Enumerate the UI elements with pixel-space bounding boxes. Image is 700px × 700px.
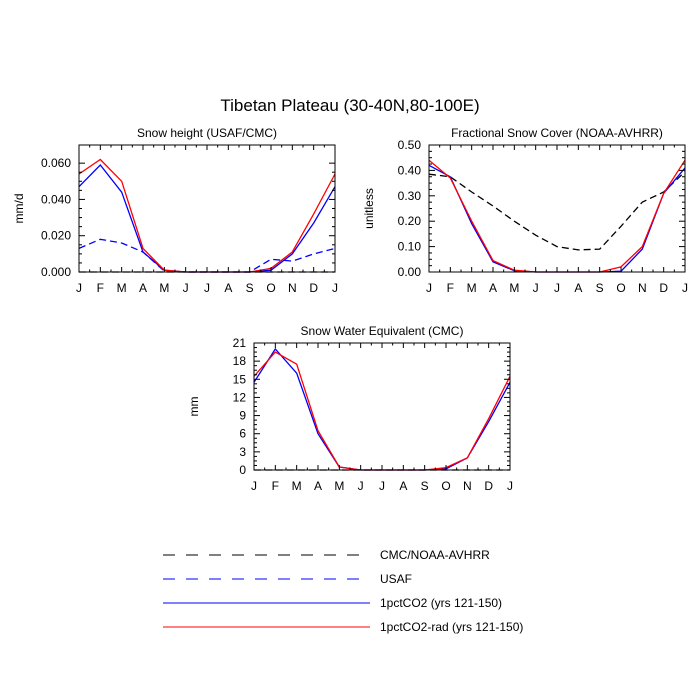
x-tick-label: J	[379, 479, 385, 493]
y-axis-label: mm/d	[12, 194, 26, 224]
x-tick-label: J	[358, 479, 364, 493]
y-tick-label: 15	[233, 372, 247, 386]
y-axis-label: unitless	[362, 188, 376, 229]
plot-frame	[78, 144, 336, 273]
x-tick-label: N	[463, 479, 472, 493]
x-tick-label: N	[638, 281, 647, 295]
x-tick-label: A	[399, 479, 407, 493]
y-tick-label: 0	[239, 463, 246, 477]
x-tick-label: J	[204, 281, 210, 295]
figure-title: Tibetan Plateau (30-40N,80-100E)	[220, 96, 479, 115]
legend-label-1pctco2-yrs-121-150: 1pctCO2 (yrs 121-150)	[380, 596, 502, 610]
x-tick-label: J	[533, 281, 539, 295]
x-tick-label: M	[117, 281, 127, 295]
series-line-usaf	[78, 238, 336, 273]
y-axis-label: mm	[187, 397, 201, 417]
x-tick-label: M	[292, 479, 302, 493]
y-tick-label: 0.060	[41, 156, 71, 170]
panel-title: Snow height (USAF/CMC)	[137, 126, 277, 140]
x-tick-label: M	[159, 281, 169, 295]
x-tick-label: A	[574, 281, 582, 295]
legend-label-cmc-noaa-avhrr: CMC/NOAA-AVHRR	[380, 548, 490, 562]
x-tick-label: J	[507, 479, 513, 493]
legend-label-usaf: USAF	[380, 572, 412, 586]
x-tick-label: A	[314, 479, 322, 493]
y-tick-label: 0.10	[398, 240, 422, 254]
x-tick-label: J	[251, 479, 257, 493]
legend-label-1pctco2-rad-yrs-121-150: 1pctCO2-rad (yrs 121-150)	[380, 620, 523, 634]
y-tick-label: 0.020	[41, 229, 71, 243]
x-tick-label: F	[97, 281, 104, 295]
x-tick-label: J	[554, 281, 560, 295]
x-tick-label: J	[332, 281, 338, 295]
x-tick-label: A	[224, 281, 232, 295]
x-tick-label: O	[616, 281, 625, 295]
x-tick-label: S	[596, 281, 604, 295]
y-tick-label: 6	[239, 427, 246, 441]
y-tick-label: 0.40	[398, 163, 422, 177]
x-tick-label: O	[266, 281, 275, 295]
plot-frame	[428, 144, 686, 273]
y-tick-label: 21	[233, 336, 247, 350]
legend: CMC/NOAA-AVHRR USAF 1pctCO2 (yrs 121-150) 1…	[163, 548, 523, 634]
y-tick-label: 18	[233, 354, 247, 368]
x-tick-label: S	[246, 281, 254, 295]
y-tick-label: 12	[233, 390, 247, 404]
panel-title: Fractional Snow Cover (NOAA-AVHRR)	[451, 126, 663, 140]
x-tick-label: D	[659, 281, 668, 295]
y-tick-label: 0.040	[41, 192, 71, 206]
y-tick-label: 0.20	[398, 214, 422, 228]
x-tick-label: O	[441, 479, 450, 493]
y-tick-label: 0.50	[398, 138, 422, 152]
x-tick-label: A	[139, 281, 147, 295]
series-line-1pctco2-rad-yrs-121-150	[428, 159, 686, 273]
y-tick-label: 0.00	[398, 265, 422, 279]
y-tick-label: 3	[239, 445, 246, 459]
series-line-cmc-noaa-avhrr	[428, 171, 686, 251]
x-tick-label: J	[183, 281, 189, 295]
x-tick-label: S	[421, 479, 429, 493]
x-tick-label: D	[484, 479, 493, 493]
panel-snow-water-equivalent: Snow Water Equivalent (CMC)mmJ F M A M J J A S O N…	[187, 324, 513, 493]
x-tick-label: F	[447, 281, 454, 295]
x-tick-label: J	[426, 281, 432, 295]
x-tick-label: F	[272, 479, 279, 493]
y-tick-label: 0.000	[41, 265, 71, 279]
series-line-1pctco2-rad-yrs-121-150	[253, 351, 511, 471]
x-tick-label: M	[467, 281, 477, 295]
series-line-1pctco2-yrs-121-150	[253, 347, 511, 471]
y-tick-label: 9	[239, 409, 246, 423]
panel-snow-height: Snow height (USAF/CMC)mm/dJ F M A M J J A S O N D J0…	[12, 126, 338, 295]
series-line-1pctco2-yrs-121-150	[78, 164, 336, 273]
x-tick-label: M	[334, 479, 344, 493]
x-tick-label: A	[489, 281, 497, 295]
x-tick-label: D	[309, 281, 318, 295]
panel-fractional-snow-cover: Fractional Snow Cover (NOAA-AVHRR) unitle…	[362, 126, 688, 295]
series-line-1pctco2-rad-yrs-121-150	[78, 158, 336, 273]
series-line-1pctco2-yrs-121-150	[428, 164, 686, 273]
x-tick-label: N	[288, 281, 297, 295]
y-tick-label: 0.30	[398, 189, 422, 203]
x-tick-label: M	[509, 281, 519, 295]
x-tick-label: J	[76, 281, 82, 295]
panel-title: Snow Water Equivalent (CMC)	[301, 324, 464, 338]
x-tick-label: J	[682, 281, 688, 295]
